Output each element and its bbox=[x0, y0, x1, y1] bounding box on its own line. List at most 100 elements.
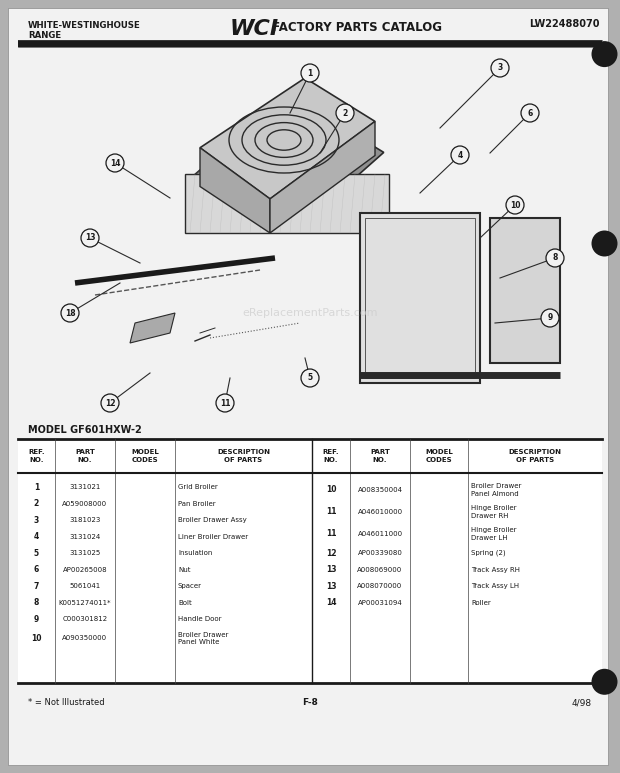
Circle shape bbox=[591, 230, 618, 257]
Text: A046010000: A046010000 bbox=[358, 509, 402, 515]
Text: 1: 1 bbox=[308, 69, 312, 77]
Circle shape bbox=[216, 394, 234, 412]
Text: MODEL
CODES: MODEL CODES bbox=[425, 449, 453, 463]
Text: Hinge Broiler
Drawer LH: Hinge Broiler Drawer LH bbox=[471, 527, 516, 541]
Text: LW22488070: LW22488070 bbox=[529, 19, 600, 29]
Text: 5: 5 bbox=[34, 549, 39, 558]
Text: Track Assy LH: Track Assy LH bbox=[471, 584, 519, 589]
Text: REF.
NO.: REF. NO. bbox=[28, 449, 45, 463]
Circle shape bbox=[451, 146, 469, 164]
Text: 5: 5 bbox=[308, 373, 312, 383]
Text: A090350000: A090350000 bbox=[63, 635, 107, 642]
Text: * = Not Illustrated: * = Not Illustrated bbox=[28, 698, 105, 707]
Text: A008350004: A008350004 bbox=[358, 487, 402, 493]
Text: Hinge Broiler
Drawer RH: Hinge Broiler Drawer RH bbox=[471, 506, 516, 519]
Text: Handle Door: Handle Door bbox=[178, 616, 221, 622]
Text: PART
NO.: PART NO. bbox=[75, 449, 95, 463]
Polygon shape bbox=[270, 121, 375, 233]
Bar bbox=[185, 174, 389, 233]
Circle shape bbox=[546, 249, 564, 267]
Text: DESCRIPTION
OF PARTS: DESCRIPTION OF PARTS bbox=[217, 449, 270, 463]
Text: 3131025: 3131025 bbox=[69, 550, 100, 557]
Text: AP00265008: AP00265008 bbox=[63, 567, 107, 573]
Text: WCI: WCI bbox=[230, 19, 279, 39]
Text: A008069000: A008069000 bbox=[357, 567, 402, 573]
Text: 10: 10 bbox=[326, 485, 336, 495]
Text: 3131021: 3131021 bbox=[69, 484, 100, 490]
Text: 4: 4 bbox=[458, 151, 463, 159]
Text: 13: 13 bbox=[85, 233, 95, 243]
Text: Grid Broiler: Grid Broiler bbox=[178, 484, 218, 490]
Bar bbox=[365, 218, 475, 378]
Text: 2: 2 bbox=[342, 108, 348, 117]
Circle shape bbox=[541, 309, 559, 327]
Polygon shape bbox=[130, 313, 175, 343]
Text: 3181023: 3181023 bbox=[69, 517, 100, 523]
Text: Broiler Drawer Assy: Broiler Drawer Assy bbox=[178, 517, 247, 523]
Text: Liner Broiler Drawer: Liner Broiler Drawer bbox=[178, 533, 248, 540]
Text: 12: 12 bbox=[105, 399, 115, 407]
Text: Track Assy RH: Track Assy RH bbox=[471, 567, 520, 573]
Text: AP00339080: AP00339080 bbox=[358, 550, 402, 557]
Text: 6: 6 bbox=[528, 108, 533, 117]
Text: 18: 18 bbox=[64, 308, 75, 318]
Text: 5061041: 5061041 bbox=[69, 584, 100, 589]
Text: A046011000: A046011000 bbox=[358, 531, 402, 537]
Text: 10: 10 bbox=[31, 634, 42, 643]
Text: 7: 7 bbox=[34, 582, 39, 591]
Text: 4: 4 bbox=[34, 533, 39, 541]
Text: MODEL
CODES: MODEL CODES bbox=[131, 449, 159, 463]
Text: 3: 3 bbox=[34, 516, 39, 525]
Circle shape bbox=[106, 154, 124, 172]
Text: Broiler Drawer
Panel White: Broiler Drawer Panel White bbox=[178, 632, 228, 645]
Text: 4/98: 4/98 bbox=[572, 698, 592, 707]
Text: 3: 3 bbox=[497, 63, 503, 73]
Text: PART
NO.: PART NO. bbox=[370, 449, 390, 463]
Text: AP00031094: AP00031094 bbox=[358, 600, 402, 606]
Text: 6: 6 bbox=[34, 565, 39, 574]
Text: 14: 14 bbox=[326, 598, 336, 608]
Polygon shape bbox=[200, 148, 270, 233]
Text: 11: 11 bbox=[326, 508, 336, 516]
Circle shape bbox=[81, 229, 99, 247]
Bar bbox=[360, 213, 480, 383]
Text: Pan Broiler: Pan Broiler bbox=[178, 501, 216, 507]
Text: Spring (2): Spring (2) bbox=[471, 550, 506, 557]
Bar bbox=[490, 218, 560, 363]
Text: Bolt: Bolt bbox=[178, 600, 192, 606]
Text: Insulation: Insulation bbox=[178, 550, 213, 557]
Text: F-8: F-8 bbox=[302, 698, 318, 707]
Text: 12: 12 bbox=[326, 549, 336, 558]
Bar bbox=[18, 439, 602, 683]
Text: A008070000: A008070000 bbox=[357, 584, 402, 589]
Bar bbox=[18, 40, 602, 47]
Text: 8: 8 bbox=[552, 254, 557, 263]
Text: 8: 8 bbox=[34, 598, 39, 608]
Text: 11: 11 bbox=[219, 399, 230, 407]
Circle shape bbox=[336, 104, 354, 122]
Text: DESCRIPTION
OF PARTS: DESCRIPTION OF PARTS bbox=[508, 449, 562, 463]
Circle shape bbox=[591, 41, 618, 67]
Text: REF.
NO.: REF. NO. bbox=[322, 449, 339, 463]
Circle shape bbox=[591, 669, 618, 695]
Circle shape bbox=[506, 196, 524, 214]
Circle shape bbox=[491, 59, 509, 77]
Text: Roller: Roller bbox=[471, 600, 491, 606]
Circle shape bbox=[101, 394, 119, 412]
Text: 3131024: 3131024 bbox=[69, 533, 100, 540]
Text: WHITE-WESTINGHOUSE: WHITE-WESTINGHOUSE bbox=[28, 21, 141, 30]
Circle shape bbox=[61, 304, 79, 322]
Circle shape bbox=[301, 369, 319, 387]
Text: Nut: Nut bbox=[178, 567, 190, 573]
Text: 11: 11 bbox=[326, 530, 336, 539]
Text: A059008000: A059008000 bbox=[63, 501, 107, 507]
Text: 13: 13 bbox=[326, 582, 336, 591]
Text: MODEL GF601HXW-2: MODEL GF601HXW-2 bbox=[28, 425, 142, 435]
Circle shape bbox=[521, 104, 539, 122]
Text: FACTORY PARTS CATALOG: FACTORY PARTS CATALOG bbox=[268, 21, 442, 34]
Text: K0051274011*: K0051274011* bbox=[59, 600, 111, 606]
Text: 9: 9 bbox=[34, 615, 39, 624]
Polygon shape bbox=[190, 94, 384, 230]
Text: RANGE: RANGE bbox=[28, 31, 61, 40]
Text: 1: 1 bbox=[34, 483, 39, 492]
